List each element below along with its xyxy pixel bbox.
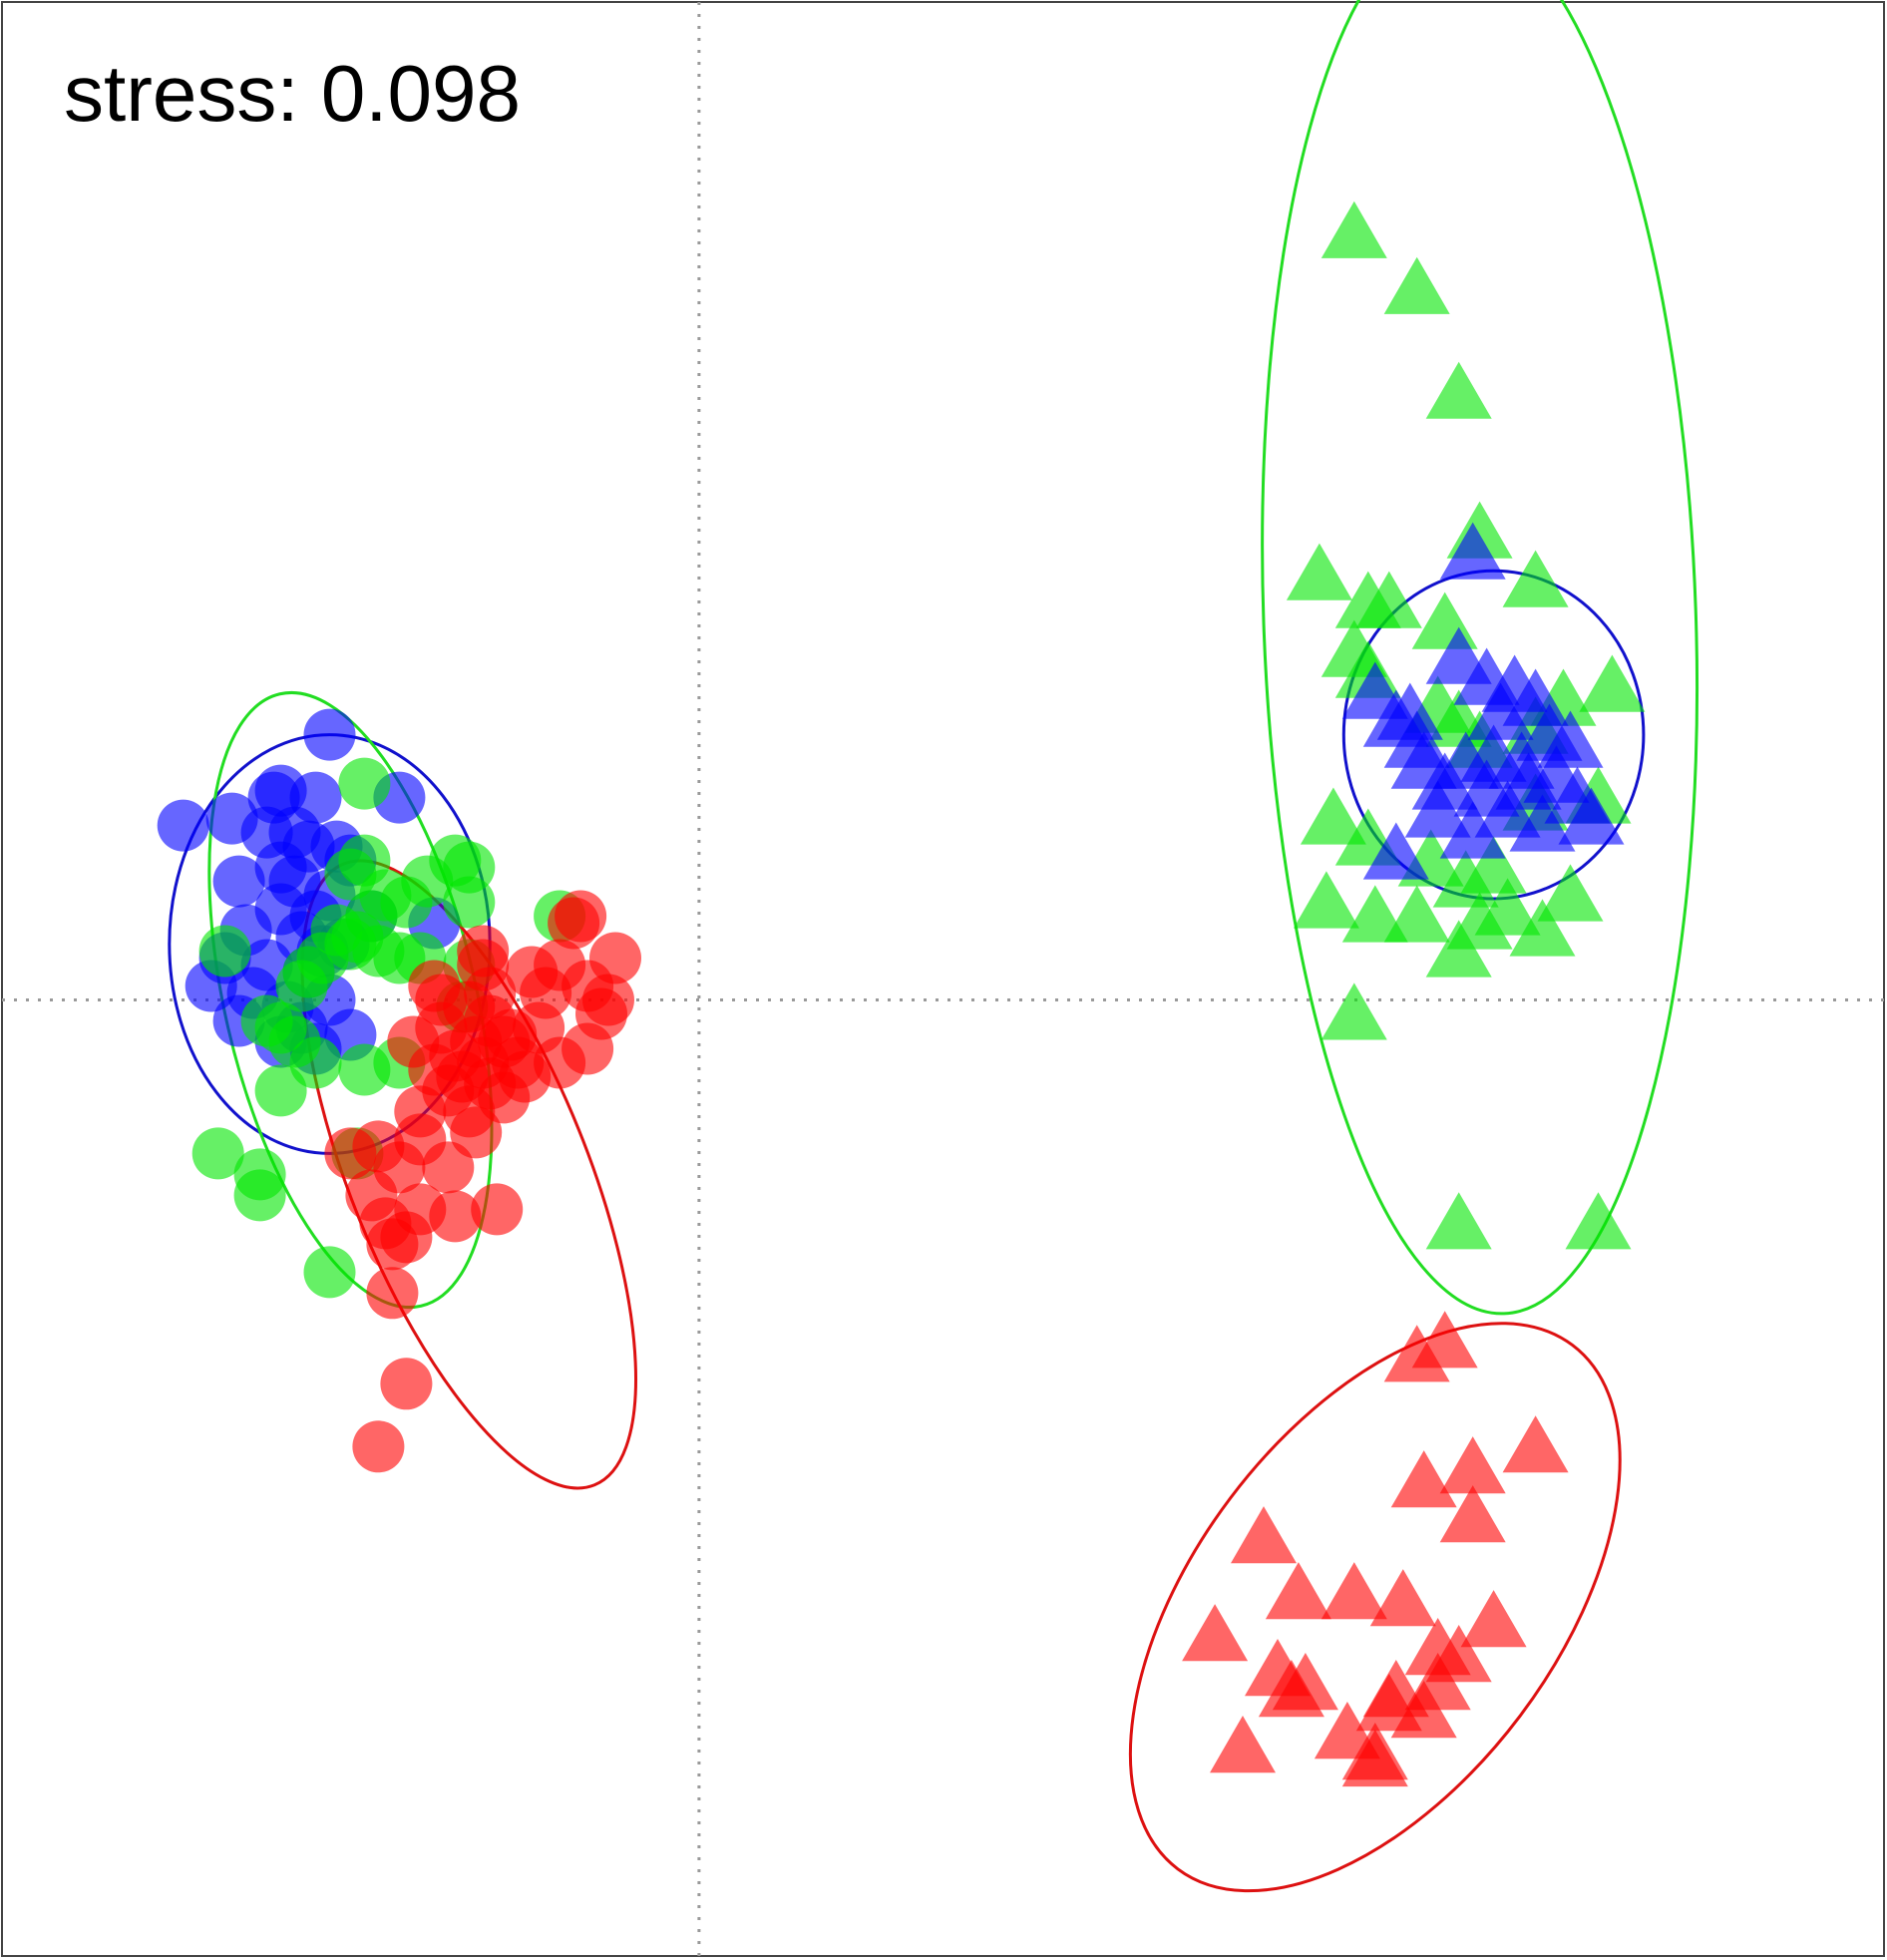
green-triangle-point [1565,1192,1632,1250]
blue-circle-point [303,708,356,761]
red-circle-point [506,946,559,998]
red-triangle-point [1321,1562,1387,1620]
red-triangle-point [1460,1590,1527,1648]
red-circle-point [548,897,600,950]
green-circle-point [254,1064,307,1117]
green-triangle-point [1383,256,1450,314]
red-triangle-point [1439,1436,1506,1494]
data-points [157,200,1646,1787]
red-circle-point [380,1358,433,1410]
red-circle-point [387,1015,440,1068]
green-triangle-point [1355,571,1422,628]
green-triangle-point [1474,878,1541,936]
red-circle-point [366,1218,419,1271]
red-circle-point [499,1050,552,1103]
red-circle-point [366,1267,419,1320]
blue-circle-point [157,799,209,852]
blue-triangle-point [1558,787,1625,845]
red-circle-point [471,1183,524,1236]
green-circle-point [191,1127,244,1180]
red-circle-point [464,967,517,1019]
green-triangle-point [1293,871,1359,929]
green-circle-point [338,757,391,810]
green-triangle-point [1502,550,1569,607]
stress-annotation: stress: 0.098 [64,49,521,138]
red-triangle-point [1341,1730,1408,1787]
green-circle-point [443,876,496,929]
green-triangle-point [1341,885,1408,943]
blue-triangle-point [1439,801,1506,859]
red-triangle-point [1383,1325,1450,1382]
green-triangle-point [1425,1192,1492,1250]
green-triangle-point [1321,982,1387,1040]
red-triangle-point [1369,1569,1436,1627]
red-triangle-point [1272,1653,1338,1711]
blue-triangle-point [1390,731,1457,789]
red-triangle-point [1182,1604,1249,1662]
red-circle-point [429,1190,482,1243]
green-triangle-point [1411,591,1478,649]
green-triangle-point [1383,885,1450,943]
red-triangle-point [1439,1485,1506,1543]
green-triangle-point [1425,920,1492,978]
red-confidence-ellipse [1128,1322,1622,1893]
green-triangle-point [1286,543,1352,600]
green-confidence-ellipse [1261,0,1699,1316]
blue-circle-point [247,771,300,824]
red-triangle-point [1390,1450,1457,1508]
green-circle-point [198,925,251,978]
red-circle-point [422,1141,475,1194]
green-triangle-point [1537,864,1604,922]
green-triangle-point [1579,654,1646,712]
red-circle-point [589,932,641,984]
red-triangle-point [1502,1415,1569,1473]
green-triangle-point [1425,361,1492,419]
green-triangle-point [1460,836,1527,894]
red-triangle-point [1210,1716,1276,1773]
blue-triangle-point [1495,752,1562,810]
blue-triangle-point [1509,794,1576,852]
red-circle-point [562,1022,614,1075]
blue-circle-point [254,841,307,894]
green-triangle-point [1300,787,1366,845]
blue-triangle-point [1439,522,1506,580]
green-circle-point [233,1148,286,1201]
blue-triangle-point [1376,682,1443,740]
green-circle-point [275,960,328,1012]
green-circle-point [331,911,384,964]
blue-triangle-point [1404,780,1471,838]
red-circle-point [450,1106,503,1159]
green-circle-point [303,1246,356,1299]
red-triangle-point [1265,1562,1331,1620]
green-triangle-point [1321,200,1387,258]
blue-circle-point [212,855,265,908]
green-circle-point [289,1036,342,1089]
red-circle-point [457,925,510,978]
red-triangle-point [1362,1660,1429,1718]
red-circle-point [324,1127,377,1180]
red-circle-point [352,1420,405,1473]
red-triangle-point [1231,1506,1297,1564]
green-triangle-point [1509,899,1576,957]
blue-triangle-point [1362,822,1429,880]
